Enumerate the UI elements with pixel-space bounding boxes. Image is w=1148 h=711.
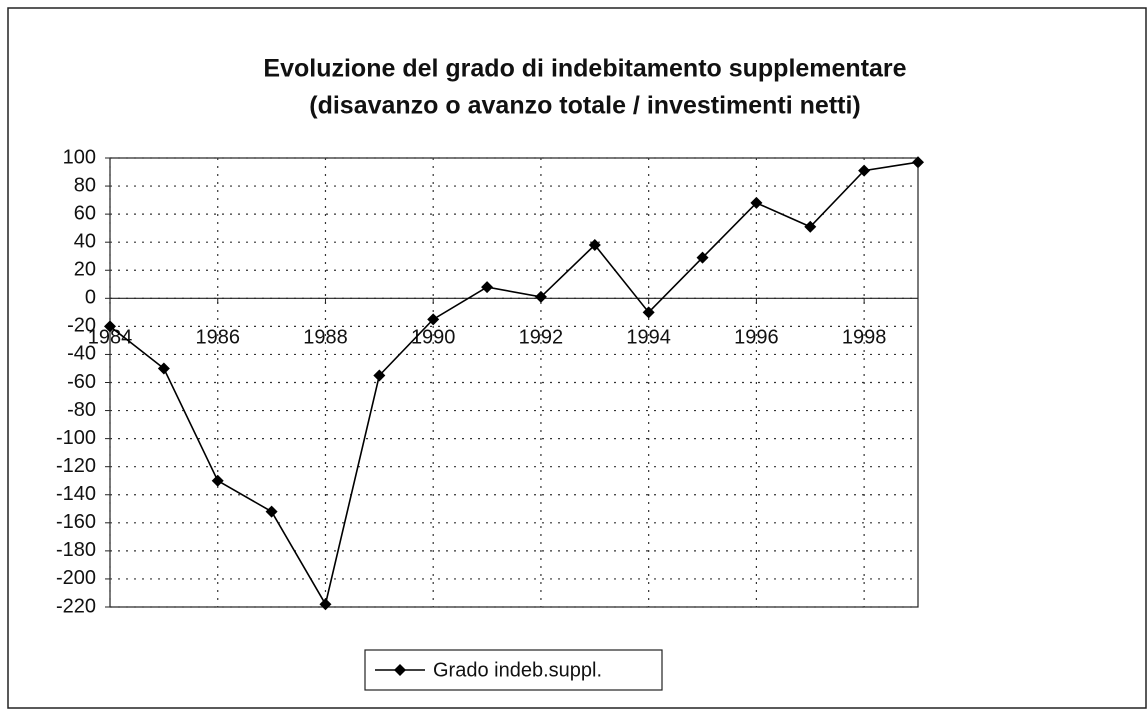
- data-point: [642, 306, 655, 319]
- legend: Grado indeb.suppl.: [364, 649, 663, 691]
- y-tick-label: -60: [67, 371, 96, 393]
- y-tick-label: -220: [56, 595, 96, 617]
- legend-label: Grado indeb.suppl.: [433, 659, 602, 681]
- data-point: [157, 362, 170, 375]
- data-point: [319, 598, 332, 611]
- x-tick-label: 1988: [303, 327, 348, 349]
- y-tick-label: -180: [56, 539, 96, 561]
- y-tick-label: 80: [74, 174, 96, 196]
- x-tick-label: 1992: [519, 327, 564, 349]
- data-point: [481, 281, 494, 294]
- data-point: [696, 251, 709, 264]
- y-tick-label: -20: [67, 315, 96, 337]
- y-tick-label: -120: [56, 455, 96, 477]
- data-point: [588, 238, 601, 251]
- data-point: [373, 369, 386, 382]
- y-tick-label: 100: [63, 146, 96, 168]
- data-point: [750, 196, 763, 209]
- y-tick-label: -40: [67, 343, 96, 365]
- data-point: [912, 156, 924, 169]
- y-tick-label: -200: [56, 567, 96, 589]
- x-tick-label: 1990: [411, 327, 456, 349]
- y-tick-label: -140: [56, 483, 96, 505]
- data-line: [109, 161, 919, 607]
- data-point: [427, 313, 440, 326]
- y-tick-label: -80: [67, 399, 96, 421]
- x-tick-label: 1996: [734, 327, 779, 349]
- chart-border: [7, 7, 1147, 709]
- data-point: [104, 320, 116, 333]
- x-tick-label: 1984: [88, 327, 133, 349]
- y-tick-label: 20: [74, 259, 96, 281]
- data-point: [858, 164, 871, 177]
- y-tick-label: 60: [74, 202, 96, 224]
- x-tick-label: 1994: [626, 327, 671, 349]
- x-tick-label: 1986: [195, 327, 240, 349]
- data-point: [534, 290, 547, 303]
- data-point: [804, 220, 817, 233]
- y-tick-label: 40: [74, 230, 96, 252]
- y-tick-label: -100: [56, 427, 96, 449]
- y-tick-label: 0: [85, 287, 96, 309]
- chart-subtitle: (disavanzo o avanzo totale / investiment…: [309, 92, 861, 120]
- x-tick-label: 1998: [842, 327, 887, 349]
- y-tick-label: -160: [56, 511, 96, 533]
- data-point: [265, 505, 278, 518]
- data-point: [211, 474, 224, 487]
- legend-marker: [394, 664, 406, 676]
- chart-title: Evoluzione del grado di indebitamento su…: [263, 55, 906, 83]
